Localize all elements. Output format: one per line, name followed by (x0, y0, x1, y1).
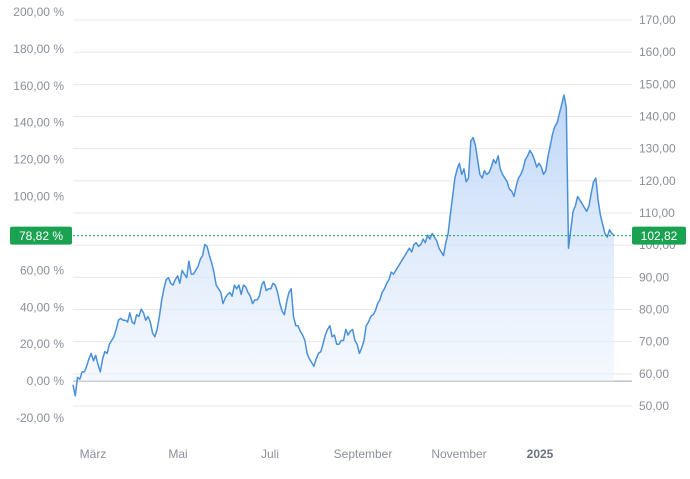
left-tick-label: 140,00 % (13, 116, 64, 130)
left-tick-label: 200,00 % (13, 5, 64, 19)
x-tick-label: November (431, 447, 486, 461)
right-tick-label: 140,00 (639, 110, 676, 124)
left-tick-label: -20,00 % (16, 411, 64, 425)
right-tick-label: 110,00 (639, 206, 675, 220)
x-tick-label: Juli (261, 447, 279, 461)
right-tick-label: 120,00 (639, 174, 676, 188)
x-tick-label: Mai (168, 447, 187, 461)
right-tick-label: 130,00 (639, 142, 676, 156)
right-axis: 170,00 160,00 150,00 140,00 130,00 120,00 110,… (639, 13, 676, 413)
left-tick-label: 20,00 % (20, 337, 64, 351)
right-tick-label: 90,00 (639, 270, 669, 284)
left-tick-label: 180,00 % (13, 42, 64, 56)
left-tick-label: 40,00 % (20, 300, 64, 314)
left-tick-label: 60,00 % (20, 263, 64, 277)
series-line (72, 94, 615, 397)
right-tick-label: 160,00 (639, 45, 676, 59)
left-axis: 200,00 % 180,00 % 160,00 % 140,00 % 120,00 %… (13, 5, 64, 425)
current-value-label-right: 102,82 (641, 229, 678, 243)
right-tick-label: 170,00 (639, 13, 676, 27)
right-tick-label: 80,00 (639, 303, 669, 317)
current-value-marker-left: 78,82 % (10, 226, 72, 245)
x-tick-label: September (334, 447, 393, 461)
left-tick-label: 120,00 % (13, 153, 64, 167)
current-value-marker-right: 102,82 (632, 226, 686, 245)
x-tick-label: 2025 (527, 447, 554, 461)
right-tick-label: 70,00 (639, 335, 669, 349)
current-value-label-left: 78,82 % (19, 229, 63, 243)
right-tick-label: 60,00 (639, 367, 669, 381)
right-tick-label: 150,00 (639, 77, 676, 91)
x-axis: März Mai Juli September November 2025 (80, 447, 554, 461)
right-tick-label: 50,00 (639, 399, 669, 413)
x-tick-label: März (80, 447, 107, 461)
left-tick-label: 100,00 % (13, 190, 64, 204)
left-tick-label: 160,00 % (13, 79, 64, 93)
left-tick-label: 0,00 % (27, 374, 65, 388)
